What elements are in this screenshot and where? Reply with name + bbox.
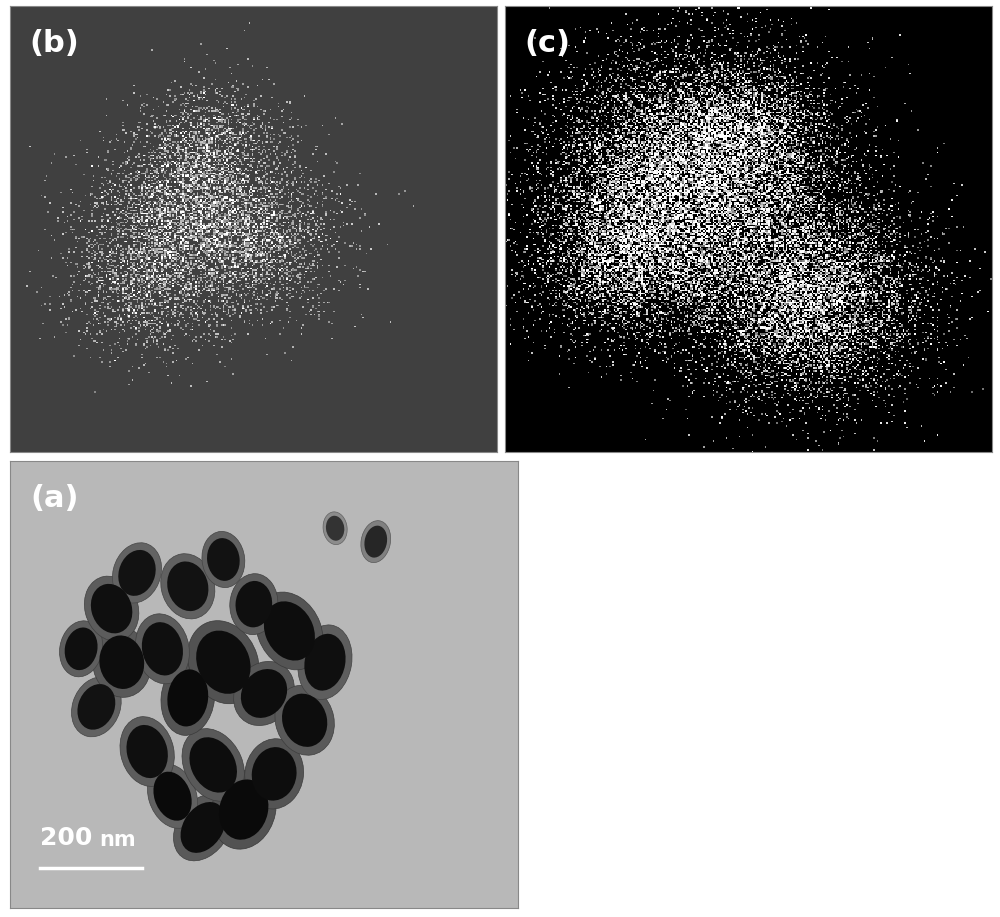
Ellipse shape <box>126 725 168 779</box>
Ellipse shape <box>256 592 323 669</box>
Ellipse shape <box>207 538 240 580</box>
Ellipse shape <box>234 661 294 725</box>
Ellipse shape <box>71 677 121 737</box>
Ellipse shape <box>174 794 233 861</box>
Text: (c): (c) <box>524 28 570 58</box>
Ellipse shape <box>323 512 347 545</box>
Ellipse shape <box>91 584 132 634</box>
Ellipse shape <box>245 739 304 809</box>
Ellipse shape <box>241 669 287 718</box>
Ellipse shape <box>118 550 156 596</box>
Ellipse shape <box>181 802 226 853</box>
Text: nm: nm <box>99 830 136 850</box>
Ellipse shape <box>364 525 387 558</box>
Ellipse shape <box>77 684 115 730</box>
Ellipse shape <box>60 621 103 677</box>
Ellipse shape <box>264 602 315 660</box>
Ellipse shape <box>304 634 346 691</box>
Ellipse shape <box>252 747 297 801</box>
Ellipse shape <box>219 779 268 840</box>
Ellipse shape <box>167 669 208 726</box>
Ellipse shape <box>182 729 244 801</box>
Ellipse shape <box>236 581 272 627</box>
Ellipse shape <box>99 635 144 689</box>
Ellipse shape <box>167 561 208 611</box>
Ellipse shape <box>112 543 162 603</box>
Ellipse shape <box>202 532 245 588</box>
Text: (a): (a) <box>30 483 79 513</box>
Text: (b): (b) <box>29 28 79 58</box>
Ellipse shape <box>361 521 391 563</box>
Ellipse shape <box>275 685 334 756</box>
Ellipse shape <box>135 613 189 684</box>
Ellipse shape <box>196 631 251 694</box>
Ellipse shape <box>92 627 151 697</box>
Ellipse shape <box>142 622 183 676</box>
Text: 200: 200 <box>40 826 93 850</box>
Ellipse shape <box>161 554 215 619</box>
Ellipse shape <box>188 621 259 703</box>
Ellipse shape <box>298 624 352 700</box>
Ellipse shape <box>147 764 198 828</box>
Ellipse shape <box>161 660 215 735</box>
Ellipse shape <box>189 737 237 792</box>
Ellipse shape <box>211 770 276 849</box>
Ellipse shape <box>282 693 327 746</box>
Ellipse shape <box>120 717 174 787</box>
Ellipse shape <box>326 515 344 541</box>
Ellipse shape <box>65 627 98 670</box>
Ellipse shape <box>230 574 278 635</box>
Ellipse shape <box>153 772 192 821</box>
Ellipse shape <box>84 576 139 641</box>
